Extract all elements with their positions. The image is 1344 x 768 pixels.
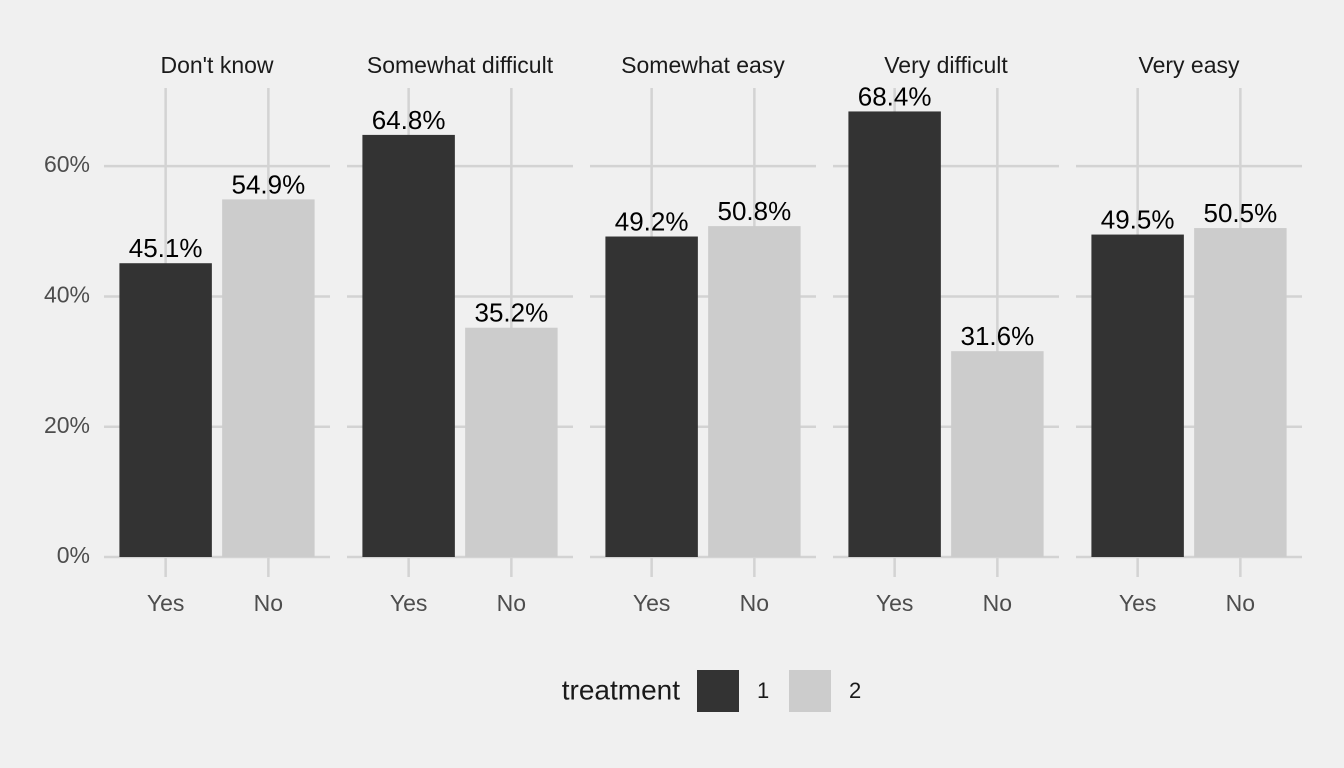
value-label: 49.5% bbox=[1101, 204, 1175, 234]
bar bbox=[1194, 228, 1287, 557]
bar bbox=[1091, 234, 1184, 557]
x-tick-label: No bbox=[983, 590, 1012, 616]
facet-title: Very easy bbox=[1139, 52, 1240, 78]
bar bbox=[362, 134, 455, 557]
legend-label: 2 bbox=[849, 678, 861, 703]
bar bbox=[119, 263, 212, 557]
value-label: 31.6% bbox=[960, 321, 1034, 351]
legend-label: 1 bbox=[757, 678, 769, 703]
value-label: 49.2% bbox=[615, 206, 689, 236]
x-tick-label: No bbox=[1226, 590, 1255, 616]
value-label: 68.4% bbox=[858, 81, 932, 111]
x-tick-label: No bbox=[497, 590, 526, 616]
x-tick-label: No bbox=[740, 590, 769, 616]
value-label: 45.1% bbox=[129, 233, 203, 263]
facet-title: Very difficult bbox=[884, 52, 1008, 78]
bar bbox=[605, 236, 698, 557]
value-label: 35.2% bbox=[474, 298, 548, 328]
y-tick-label: 60% bbox=[44, 151, 90, 177]
y-tick-label: 20% bbox=[44, 412, 90, 438]
facet-title: Somewhat difficult bbox=[367, 52, 554, 78]
value-label: 50.8% bbox=[717, 196, 791, 226]
value-label: 54.9% bbox=[231, 169, 305, 199]
x-tick-label: Yes bbox=[147, 590, 185, 616]
facet-title: Don't know bbox=[160, 52, 273, 78]
bar bbox=[222, 199, 315, 557]
legend-swatch bbox=[789, 670, 831, 712]
x-tick-label: Yes bbox=[876, 590, 914, 616]
bar bbox=[465, 327, 558, 557]
x-tick-label: Yes bbox=[390, 590, 428, 616]
value-label: 50.5% bbox=[1203, 198, 1277, 228]
x-tick-label: No bbox=[254, 590, 283, 616]
legend-title: treatment bbox=[562, 674, 680, 705]
y-tick-label: 40% bbox=[44, 282, 90, 308]
bar bbox=[951, 351, 1044, 557]
value-label: 64.8% bbox=[372, 105, 446, 135]
facet-title: Somewhat easy bbox=[621, 52, 785, 78]
x-tick-label: Yes bbox=[1119, 590, 1157, 616]
x-tick-label: Yes bbox=[633, 590, 671, 616]
legend-swatch bbox=[697, 670, 739, 712]
y-tick-label: 0% bbox=[57, 542, 90, 568]
bar bbox=[848, 111, 941, 557]
bar bbox=[708, 226, 801, 557]
